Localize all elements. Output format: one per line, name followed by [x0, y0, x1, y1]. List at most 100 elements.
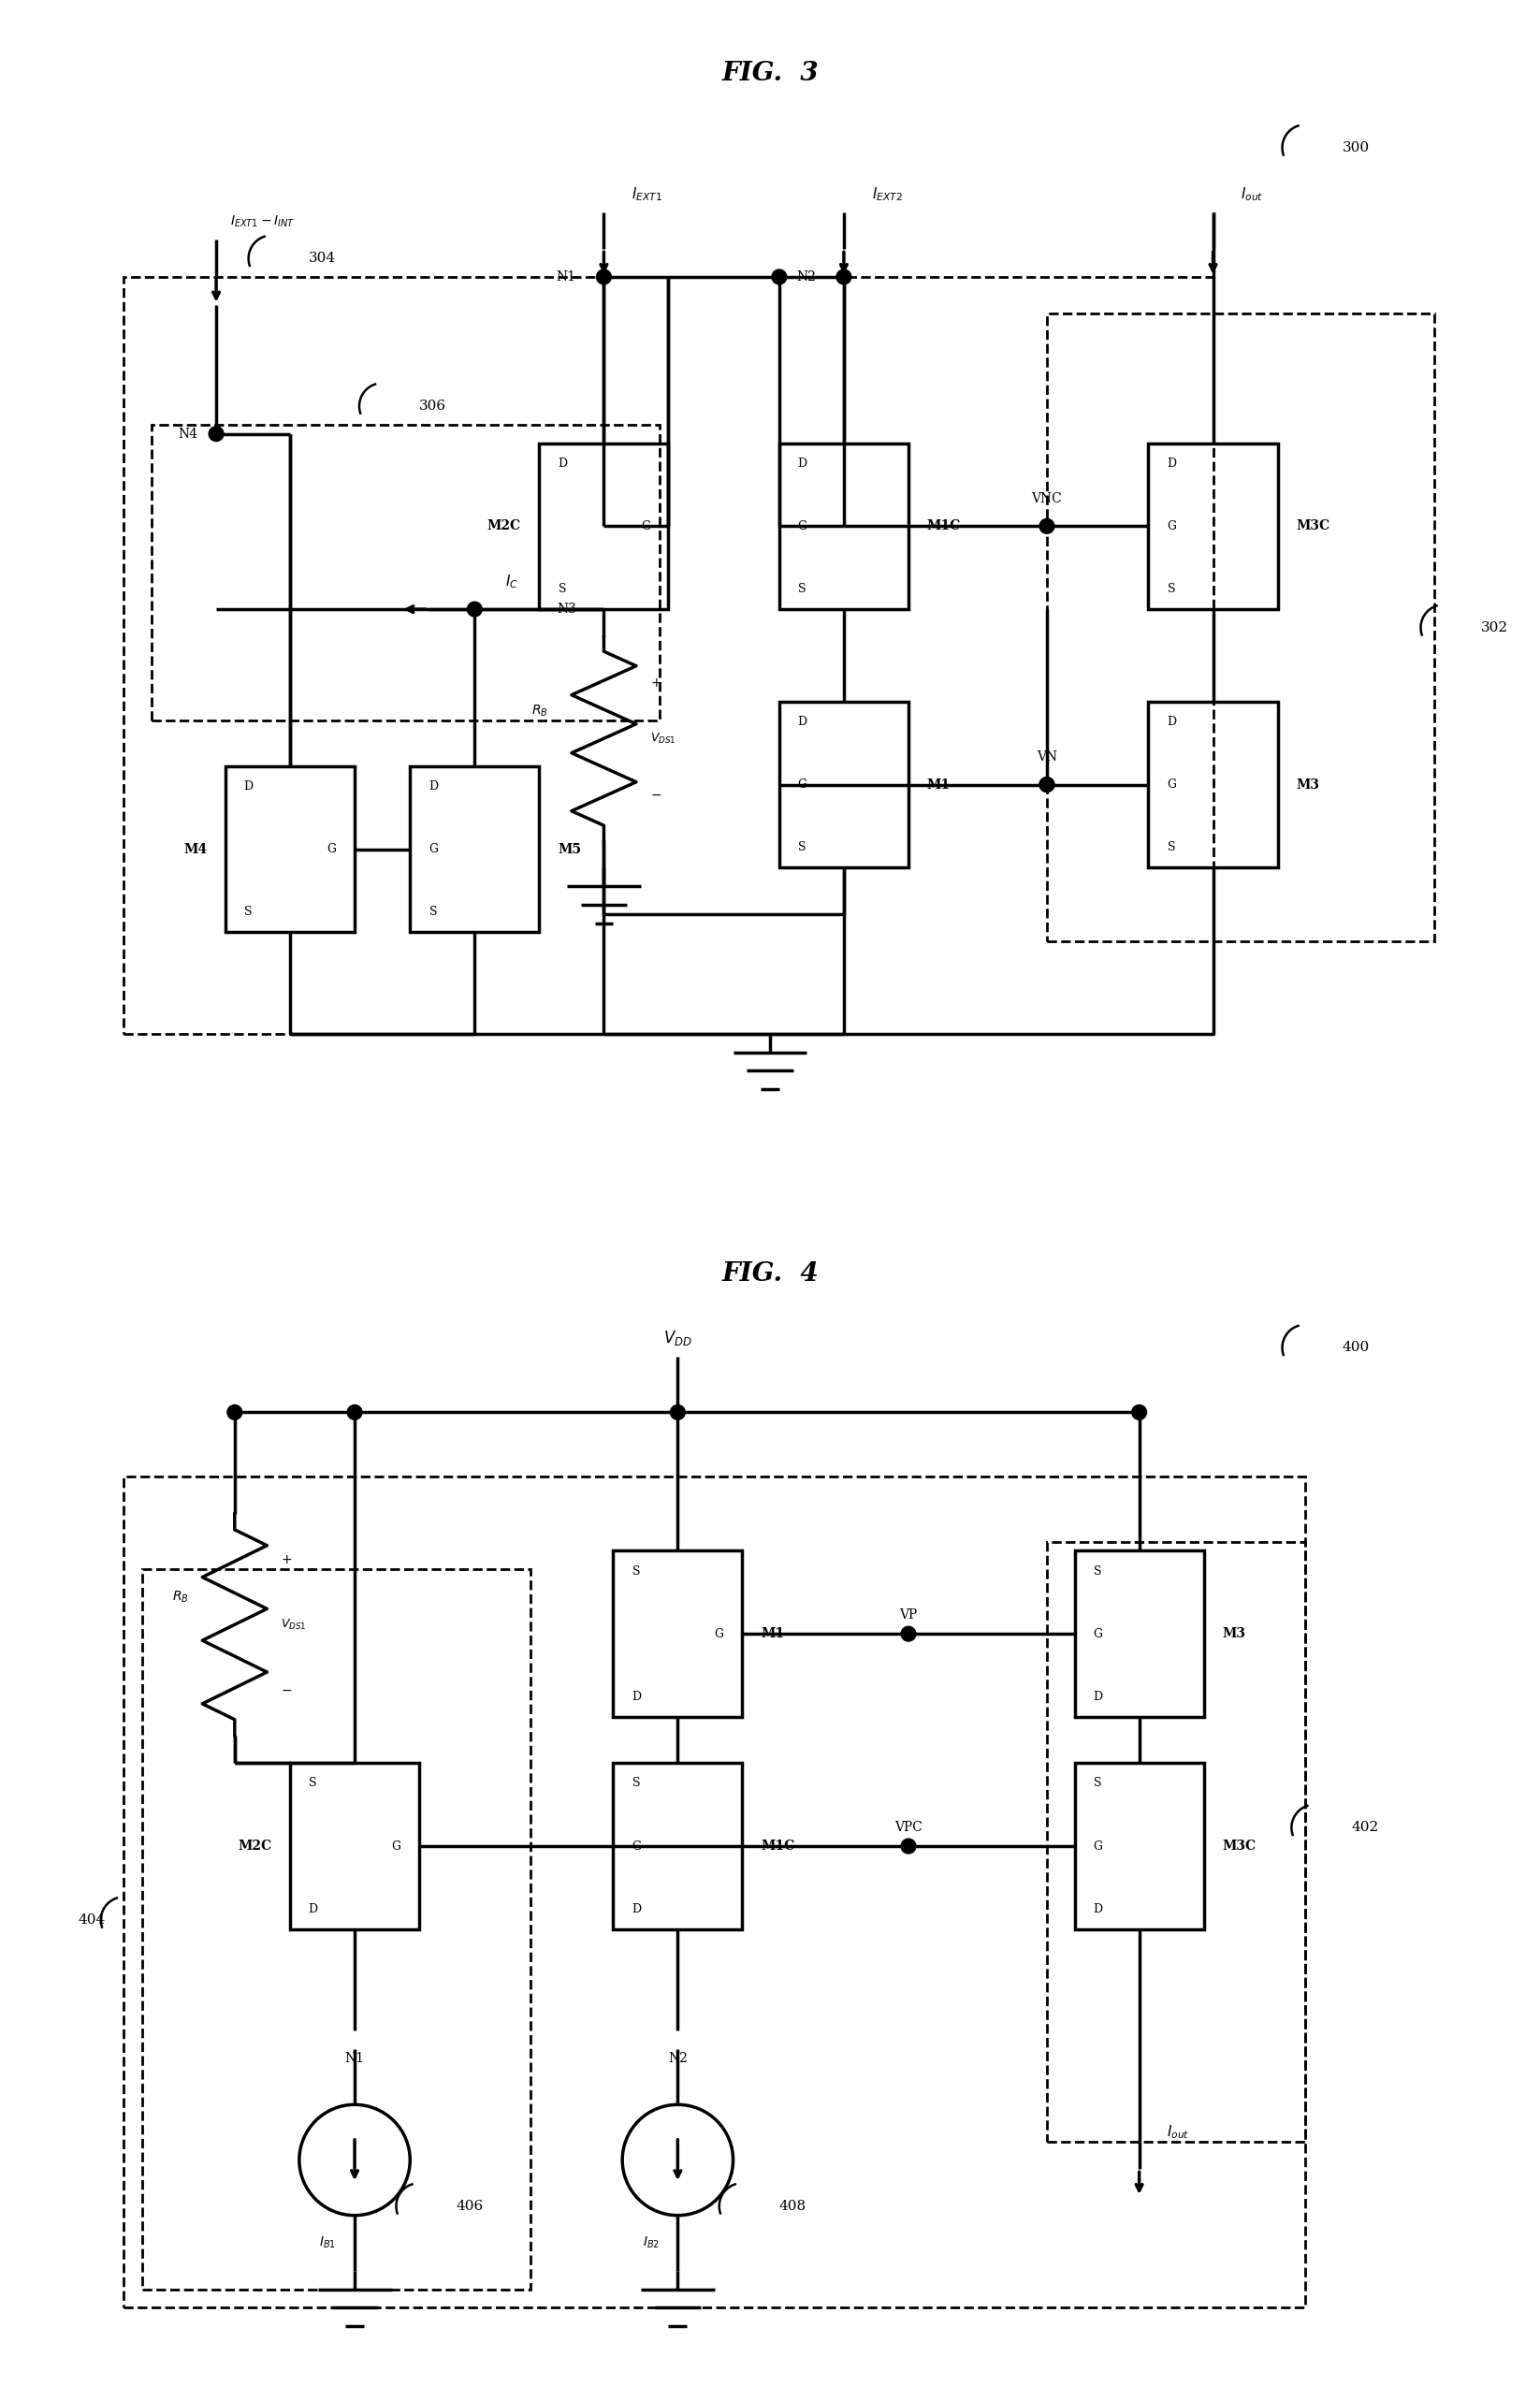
Text: M1C: M1C [927, 521, 961, 533]
Circle shape [1040, 518, 1055, 533]
Text: S: S [633, 1565, 641, 1577]
Text: M3C: M3C [1297, 521, 1331, 533]
Text: 404: 404 [79, 1913, 105, 1927]
Text: N3: N3 [556, 602, 576, 617]
Circle shape [596, 269, 611, 283]
Text: D: D [631, 1690, 641, 1702]
Bar [142, 1570, 530, 2290]
Bar [779, 701, 909, 869]
Text: FIG.  3: FIG. 3 [722, 62, 818, 86]
Text: D: D [1093, 1903, 1103, 1915]
Text: M1C: M1C [761, 1841, 795, 1853]
Circle shape [1040, 778, 1055, 792]
Text: D: D [557, 458, 567, 470]
Text: M5: M5 [557, 842, 581, 857]
Text: G: G [1167, 778, 1177, 790]
Text: G: G [391, 1841, 400, 1853]
Text: D: D [1167, 715, 1177, 727]
Text: S: S [245, 905, 253, 919]
Bar [410, 766, 539, 931]
Bar [1149, 444, 1278, 610]
Text: G: G [798, 521, 807, 533]
Text: $I_{out}$: $I_{out}$ [1241, 185, 1263, 202]
Text: 408: 408 [779, 2201, 807, 2213]
Bar [225, 766, 354, 931]
Text: G: G [326, 842, 336, 854]
Text: $R_B$: $R_B$ [172, 1589, 188, 1606]
Text: G: G [631, 1841, 641, 1853]
Text: M2C: M2C [487, 521, 521, 533]
Text: FIG.  4: FIG. 4 [722, 1262, 818, 1286]
Text: $I_{out}$: $I_{out}$ [1167, 2124, 1189, 2141]
Text: $I_{B1}$: $I_{B1}$ [319, 2234, 336, 2251]
Text: S: S [1093, 1565, 1101, 1577]
Text: G: G [798, 778, 807, 790]
Text: N2: N2 [668, 2052, 687, 2064]
Bar [290, 1764, 419, 1930]
Text: VN: VN [1036, 751, 1058, 763]
Text: $I_{EXT1}-I_{INT}$: $I_{EXT1}-I_{INT}$ [229, 214, 294, 230]
Circle shape [209, 427, 223, 442]
Text: M2C: M2C [237, 1841, 271, 1853]
Text: S: S [1093, 1778, 1101, 1790]
Text: N4: N4 [179, 427, 197, 439]
Bar [1149, 701, 1278, 869]
Text: S: S [559, 583, 567, 595]
Text: $I_{EXT1}$: $I_{EXT1}$ [631, 185, 662, 202]
Text: $I_{B2}$: $I_{B2}$ [642, 2234, 659, 2251]
Text: G: G [1093, 1841, 1103, 1853]
Circle shape [670, 1404, 685, 1421]
Bar [779, 444, 909, 610]
Text: G: G [428, 842, 437, 854]
Text: 302: 302 [1481, 622, 1508, 634]
Text: 406: 406 [456, 2201, 484, 2213]
Text: 306: 306 [419, 401, 447, 413]
Text: $-$: $-$ [280, 1682, 293, 1697]
Text: $+$: $+$ [650, 677, 661, 689]
Bar [1047, 1541, 1306, 2141]
Text: D: D [798, 715, 807, 727]
Text: VP: VP [899, 1608, 918, 1622]
Text: 402: 402 [1352, 1822, 1378, 1834]
Text: M3: M3 [1297, 778, 1320, 792]
Circle shape [772, 269, 787, 283]
Text: $-$: $-$ [650, 787, 661, 799]
Circle shape [347, 1404, 362, 1421]
Text: $R_B$: $R_B$ [531, 703, 548, 718]
Text: S: S [798, 842, 807, 854]
Text: D: D [1093, 1690, 1103, 1702]
Circle shape [1132, 1404, 1147, 1421]
Text: VPC: VPC [895, 1822, 922, 1834]
Text: $V_{DS1}$: $V_{DS1}$ [650, 732, 676, 746]
Text: N1: N1 [556, 271, 576, 283]
Text: $V_{DS1}$: $V_{DS1}$ [280, 1618, 306, 1632]
Text: D: D [243, 780, 253, 792]
Text: $I_{EXT2}$: $I_{EXT2}$ [872, 185, 902, 202]
Circle shape [901, 1627, 916, 1642]
Circle shape [836, 269, 852, 283]
Text: $I_C$: $I_C$ [505, 574, 517, 590]
Bar [539, 444, 668, 610]
Text: S: S [310, 1778, 317, 1790]
Circle shape [1040, 778, 1055, 792]
Text: D: D [798, 458, 807, 470]
Bar [151, 425, 659, 720]
Text: N2: N2 [796, 271, 816, 283]
Bar [1075, 1764, 1204, 1930]
Text: G: G [641, 521, 650, 533]
Circle shape [467, 602, 482, 617]
Text: S: S [430, 905, 437, 919]
Text: M4: M4 [183, 842, 206, 857]
Text: S: S [1167, 842, 1175, 854]
Text: 300: 300 [1343, 142, 1369, 154]
Text: D: D [1167, 458, 1177, 470]
Text: $V_{DD}$: $V_{DD}$ [664, 1330, 691, 1349]
Text: G: G [1093, 1627, 1103, 1639]
Bar [1047, 314, 1435, 941]
Text: S: S [633, 1778, 641, 1790]
Text: G: G [715, 1627, 724, 1639]
Text: 304: 304 [308, 252, 336, 264]
Circle shape [228, 1404, 242, 1421]
Text: M1: M1 [761, 1627, 784, 1639]
Text: VNC: VNC [1032, 492, 1063, 504]
